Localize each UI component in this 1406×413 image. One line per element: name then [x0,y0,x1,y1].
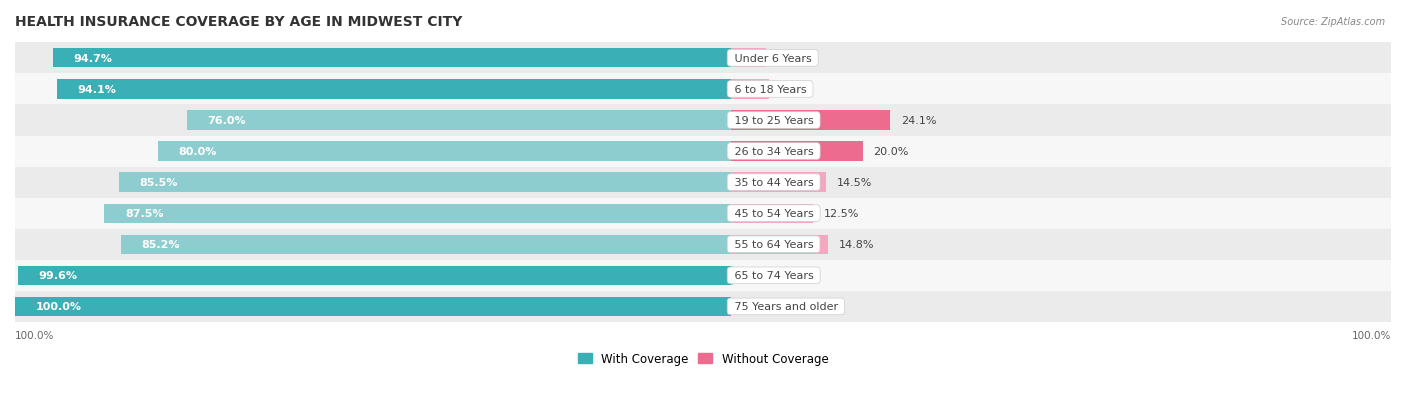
Bar [15,43,1391,74]
Text: 87.5%: 87.5% [125,209,163,218]
Text: 26 to 34 Years: 26 to 34 Years [731,147,817,157]
Bar [53,49,731,68]
Bar [18,266,731,285]
Bar [58,80,731,99]
Bar [118,173,731,192]
Text: 14.5%: 14.5% [838,178,873,188]
Bar [15,198,1391,229]
Text: 0.45%: 0.45% [745,271,780,281]
Bar [15,167,1391,198]
Bar [15,229,1391,260]
Text: 80.0%: 80.0% [179,147,217,157]
Bar [15,297,731,316]
Bar [15,74,1391,105]
Text: HEALTH INSURANCE COVERAGE BY AGE IN MIDWEST CITY: HEALTH INSURANCE COVERAGE BY AGE IN MIDW… [15,15,463,29]
Text: 55 to 64 Years: 55 to 64 Years [731,240,817,249]
Bar [731,173,827,192]
Bar [731,204,813,223]
Text: 94.7%: 94.7% [73,54,112,64]
Text: Source: ZipAtlas.com: Source: ZipAtlas.com [1281,17,1385,26]
Text: 0.0%: 0.0% [741,301,769,312]
Text: 85.5%: 85.5% [139,178,177,188]
Bar [731,142,863,161]
Text: 75 Years and older: 75 Years and older [731,301,841,312]
Bar [104,204,731,223]
Text: 45 to 54 Years: 45 to 54 Years [731,209,817,218]
Text: 100.0%: 100.0% [1351,330,1391,340]
Text: 24.1%: 24.1% [901,116,936,126]
Text: 99.6%: 99.6% [38,271,77,281]
Text: 6 to 18 Years: 6 to 18 Years [731,85,810,95]
Bar [15,291,1391,322]
Bar [15,105,1391,136]
Bar [157,142,731,161]
Text: 76.0%: 76.0% [207,116,246,126]
Bar [731,80,769,99]
Bar [187,111,731,131]
Bar [15,136,1391,167]
Bar [731,111,890,131]
Text: 12.5%: 12.5% [824,209,859,218]
Text: 85.2%: 85.2% [142,240,180,249]
Bar [15,260,1391,291]
Bar [731,49,765,68]
Text: 19 to 25 Years: 19 to 25 Years [731,116,817,126]
Legend: With Coverage, Without Coverage: With Coverage, Without Coverage [572,347,834,370]
Text: 100.0%: 100.0% [15,330,55,340]
Bar [121,235,731,254]
Text: Under 6 Years: Under 6 Years [731,54,814,64]
Text: 65 to 74 Years: 65 to 74 Years [731,271,817,281]
Text: 14.8%: 14.8% [839,240,875,249]
Text: 5.3%: 5.3% [776,54,804,64]
Text: 100.0%: 100.0% [35,301,82,312]
Text: 35 to 44 Years: 35 to 44 Years [731,178,817,188]
Text: 94.1%: 94.1% [77,85,117,95]
Bar [731,235,828,254]
Text: 20.0%: 20.0% [873,147,910,157]
Bar [731,266,734,285]
Text: 5.9%: 5.9% [780,85,808,95]
